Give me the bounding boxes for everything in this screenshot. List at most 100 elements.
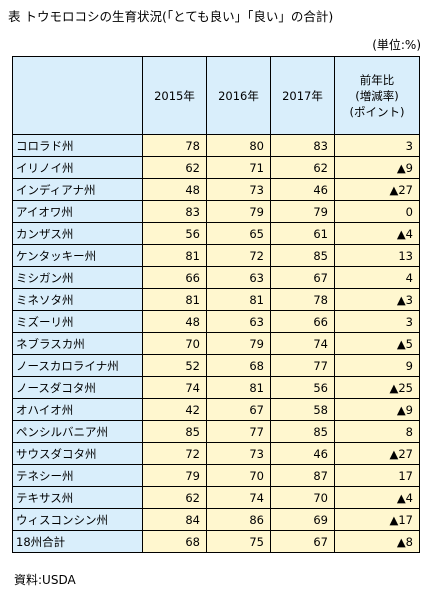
- change-cell: ▲5: [334, 332, 420, 355]
- state-cell: サウスダコタ州: [12, 442, 143, 465]
- value-2016-cell: 81: [206, 376, 271, 399]
- value-2017-cell: 70: [270, 486, 335, 509]
- table-row: ウィスコンシン州 84 86 69 ▲17: [12, 508, 420, 531]
- value-2015-cell: 70: [142, 332, 207, 355]
- value-2016-cell: 73: [206, 178, 271, 201]
- change-cell: 17: [334, 464, 420, 487]
- value-2015-cell: 74: [142, 376, 207, 399]
- value-2017-cell: 56: [270, 376, 335, 399]
- value-2017-cell: 67: [270, 266, 335, 289]
- value-2015-cell: 72: [142, 442, 207, 465]
- header-change-line1: 前年比: [359, 72, 395, 87]
- state-cell: ペンシルバニア州: [12, 420, 143, 443]
- header-change-line2: (増減率): [355, 88, 399, 103]
- table-title: 表 トウモロコシの生育状況(「とても良い」「良い」の合計): [8, 9, 334, 24]
- value-2017-cell: 85: [270, 420, 335, 443]
- value-2017-cell: 67: [270, 530, 335, 553]
- value-2017-cell: 46: [270, 442, 335, 465]
- value-2016-cell: 79: [206, 332, 271, 355]
- state-cell: ウィスコンシン州: [12, 508, 143, 531]
- value-2015-cell: 42: [142, 398, 207, 421]
- table-row: ネブラスカ州 70 79 74 ▲5: [12, 332, 420, 355]
- table-row: オハイオ州 42 67 58 ▲9: [12, 398, 420, 421]
- change-cell: ▲3: [334, 288, 420, 311]
- header-change: 前年比 (増減率) (ポイント): [334, 56, 420, 135]
- value-2015-cell: 79: [142, 464, 207, 487]
- table-row: ペンシルバニア州 85 77 85 8: [12, 420, 420, 443]
- state-cell: ミシガン州: [12, 266, 143, 289]
- table-row: ケンタッキー州 81 72 85 13: [12, 244, 420, 267]
- header-corner: [12, 56, 143, 135]
- value-2016-cell: 63: [206, 310, 271, 333]
- change-cell: ▲17: [334, 508, 420, 531]
- value-2017-cell: 77: [270, 354, 335, 377]
- state-cell: ケンタッキー州: [12, 244, 143, 267]
- value-2015-cell: 68: [142, 530, 207, 553]
- value-2015-cell: 81: [142, 244, 207, 267]
- value-2015-cell: 85: [142, 420, 207, 443]
- value-2016-cell: 63: [206, 266, 271, 289]
- value-2017-cell: 74: [270, 332, 335, 355]
- table-row: サウスダコタ州 72 73 46 ▲27: [12, 442, 420, 465]
- source-note: 資料:USDA: [14, 573, 76, 587]
- value-2016-cell: 81: [206, 288, 271, 311]
- value-2015-cell: 62: [142, 486, 207, 509]
- value-2015-cell: 48: [142, 310, 207, 333]
- table-row: 18州合計 68 75 67 ▲8: [12, 530, 420, 553]
- value-2016-cell: 72: [206, 244, 271, 267]
- table-row: ミシガン州 66 63 67 4: [12, 266, 420, 289]
- table-row: コロラド州 78 80 83 3: [12, 134, 420, 157]
- state-cell: オハイオ州: [12, 398, 143, 421]
- header-row: 2015年 2016年 2017年 前年比 (増減率) (ポイント): [12, 56, 420, 135]
- value-2015-cell: 83: [142, 200, 207, 223]
- value-2016-cell: 75: [206, 530, 271, 553]
- value-2015-cell: 48: [142, 178, 207, 201]
- value-2017-cell: 83: [270, 134, 335, 157]
- value-2017-cell: 85: [270, 244, 335, 267]
- value-2015-cell: 62: [142, 156, 207, 179]
- value-2015-cell: 56: [142, 222, 207, 245]
- header-2016: 2016年: [206, 56, 271, 135]
- value-2017-cell: 66: [270, 310, 335, 333]
- change-cell: 9: [334, 354, 420, 377]
- state-cell: カンザス州: [12, 222, 143, 245]
- header-2015: 2015年: [142, 56, 207, 135]
- value-2016-cell: 79: [206, 200, 271, 223]
- change-cell: 3: [334, 310, 420, 333]
- state-cell: ミネソタ州: [12, 288, 143, 311]
- state-cell: ネブラスカ州: [12, 332, 143, 355]
- header-change-line3: (ポイント): [349, 104, 405, 119]
- state-cell: テネシー州: [12, 464, 143, 487]
- value-2016-cell: 67: [206, 398, 271, 421]
- value-2017-cell: 62: [270, 156, 335, 179]
- value-2016-cell: 86: [206, 508, 271, 531]
- change-cell: ▲25: [334, 376, 420, 399]
- value-2017-cell: 78: [270, 288, 335, 311]
- value-2017-cell: 58: [270, 398, 335, 421]
- table-row: ミネソタ州 81 81 78 ▲3: [12, 288, 420, 311]
- change-cell: ▲8: [334, 530, 420, 553]
- change-cell: ▲4: [334, 486, 420, 509]
- value-2015-cell: 84: [142, 508, 207, 531]
- table-body: コロラド州 78 80 83 3 イリノイ州 62 71 62 ▲9 インディアナ州 48 73 46 ▲2…: [12, 134, 420, 553]
- value-2016-cell: 68: [206, 354, 271, 377]
- value-2017-cell: 69: [270, 508, 335, 531]
- value-2015-cell: 78: [142, 134, 207, 157]
- header-2017: 2017年: [270, 56, 335, 135]
- value-2015-cell: 81: [142, 288, 207, 311]
- value-2016-cell: 71: [206, 156, 271, 179]
- value-2016-cell: 80: [206, 134, 271, 157]
- change-cell: ▲27: [334, 178, 420, 201]
- state-cell: インディアナ州: [12, 178, 143, 201]
- corn-condition-table: 2015年 2016年 2017年 前年比 (増減率) (ポイント) コロラド州…: [12, 56, 420, 553]
- state-cell: 18州合計: [12, 530, 143, 553]
- value-2016-cell: 74: [206, 486, 271, 509]
- value-2015-cell: 66: [142, 266, 207, 289]
- value-2015-cell: 52: [142, 354, 207, 377]
- state-cell: ノースカロライナ州: [12, 354, 143, 377]
- change-cell: 0: [334, 200, 420, 223]
- change-cell: ▲27: [334, 442, 420, 465]
- table-row: テネシー州 79 70 87 17: [12, 464, 420, 487]
- table-row: テキサス州 62 74 70 ▲4: [12, 486, 420, 509]
- change-cell: 8: [334, 420, 420, 443]
